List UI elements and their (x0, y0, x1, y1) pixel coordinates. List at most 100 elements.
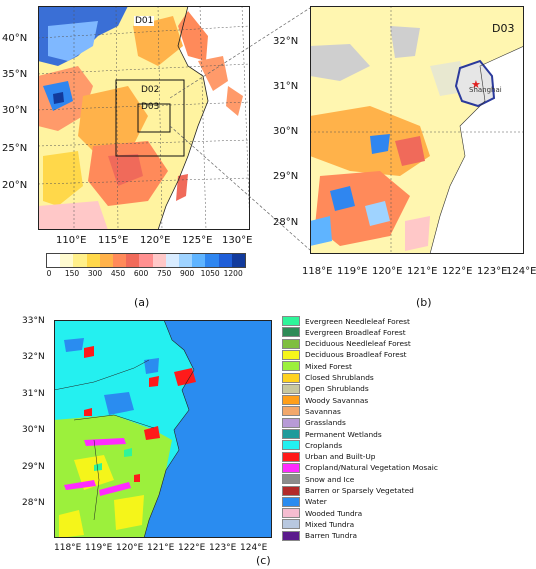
legend-swatch (282, 372, 300, 383)
colorbar (46, 253, 246, 268)
colorbar-label: 1050 (200, 269, 220, 278)
coastline (429, 45, 524, 254)
lon-label: 125°E (182, 235, 213, 246)
lat-label: 30°N (2, 105, 28, 116)
legend-label: Mixed Tundra (305, 519, 355, 529)
colorbar-swatch (73, 254, 88, 267)
domain-d02-box (115, 79, 185, 157)
lon-label: 118°E (54, 543, 82, 553)
colorbar-swatch (218, 254, 233, 267)
lon-label: 124°E (506, 266, 536, 277)
lat-label: 33°N (22, 316, 45, 326)
legend-swatch (282, 417, 300, 428)
lat-label: 28°N (273, 217, 299, 228)
panel-a: D01 D02 D03 40°N 35°N 30°N 25°N 20°N 110… (0, 0, 260, 310)
legend-item: Evergreen Broadleaf Forest (282, 327, 406, 338)
colorbar-label: 0 (46, 269, 52, 278)
legend-swatch (282, 429, 300, 439)
lon-label: 120°E (372, 266, 403, 277)
colorbar-label: 1200 (223, 269, 243, 278)
legend-item: Barren Tundra (282, 530, 357, 541)
lon-label: 124°E (240, 543, 268, 553)
landuse-legend: Evergreen Needleleaf Forest Evergreen Bro… (282, 316, 532, 542)
lat-label: 31°N (273, 81, 299, 92)
legend-label: Evergreen Needleleaf Forest (305, 316, 410, 326)
colorbar-swatch (179, 254, 193, 267)
colorbar-swatch (165, 254, 180, 267)
legend-item: Grasslands (282, 417, 346, 428)
colorbar-swatch (126, 254, 140, 267)
colorbar-label: 450 (110, 269, 126, 278)
legend-swatch (282, 508, 300, 519)
lat-label: 20°N (2, 180, 28, 191)
colorbar-label: 600 (133, 269, 149, 278)
lat-label: 40°N (2, 33, 28, 44)
caption-c: (c) (256, 554, 271, 567)
legend-item: Permanent Wetlands (282, 429, 382, 439)
zoom-connector (170, 7, 310, 251)
lat-label: 30°N (22, 425, 45, 435)
lon-label: 110°E (56, 235, 87, 246)
legend-item: Snow and Ice (282, 474, 355, 485)
legend-item: Barren or Sparsely Vegetated (282, 485, 414, 496)
legend-label: Barren Tundra (305, 531, 357, 541)
colorbar-swatch (192, 254, 206, 267)
legend-swatch (282, 462, 300, 473)
colorbar-label: 150 (64, 269, 80, 278)
legend-item: Mixed Tundra (282, 519, 355, 530)
colorbar-swatch (205, 254, 220, 267)
legend-item: Water (282, 496, 327, 507)
legend-label: Mixed Forest (305, 361, 352, 371)
domain-d03-box (137, 103, 171, 133)
legend-item: Evergreen Needleleaf Forest (282, 316, 410, 326)
colorbar-swatch (47, 254, 61, 267)
lon-label: 115°E (98, 235, 129, 246)
legend-swatch (282, 496, 300, 507)
lon-label: 120°E (116, 543, 144, 553)
legend-item: Cropland/Natural Vegetation Mosaic (282, 462, 438, 473)
legend-item: Urban and Built-Up (282, 451, 375, 462)
domain-label-d03-b: D03 (492, 22, 515, 35)
lat-label: 29°N (22, 462, 45, 472)
legend-item: Wooded Tundra (282, 508, 363, 519)
lat-label: 30°N (273, 126, 299, 137)
panel-a-map (38, 6, 250, 230)
legend-item: Woody Savannas (282, 395, 368, 406)
lon-label: 118°E (302, 266, 333, 277)
legend-label: Snow and Ice (305, 474, 355, 484)
shanghai-star: ★ (471, 78, 481, 91)
legend-swatch (282, 406, 300, 417)
legend-label: Open Shrublands (305, 384, 369, 394)
colorbar-swatch (113, 254, 127, 267)
lat-label: 32°N (22, 352, 45, 362)
lon-label: 122°E (178, 543, 206, 553)
panel-c-map (54, 320, 272, 538)
legend-label: Barren or Sparsely Vegetated (305, 486, 414, 495)
legend-label: Cropland/Natural Vegetation Mosaic (305, 463, 438, 473)
shanghai-label: Shanghai (469, 86, 502, 94)
colorbar-swatch (231, 254, 246, 267)
lat-label: 31°N (22, 389, 45, 399)
legend-item: Deciduous Broadleaf Forest (282, 349, 407, 360)
legend-swatch (282, 327, 300, 338)
legend-item: Croplands (282, 440, 343, 451)
legend-label: Deciduous Needleleaf Forest (305, 339, 411, 349)
lat-label: 29°N (273, 171, 299, 182)
legend-swatch (282, 395, 300, 406)
legend-label: Wooded Tundra (305, 508, 363, 518)
lat-label: 25°N (2, 143, 28, 154)
legend-item: Closed Shrublands (282, 372, 374, 383)
lat-label: 35°N (2, 69, 28, 80)
lon-label: 122°E (442, 266, 473, 277)
coastline (157, 6, 209, 230)
legend-label: Croplands (305, 440, 343, 450)
legend-swatch (282, 474, 300, 485)
domain-label-d01: D01 (134, 16, 155, 26)
legend-swatch (282, 440, 300, 451)
caption-b: (b) (416, 296, 432, 309)
caption-a: (a) (134, 296, 150, 309)
panel-b: ★ D03 Shanghai 32°N 31°N 30°N 29°N 28°N … (170, 0, 536, 310)
legend-swatch (282, 530, 300, 541)
legend-swatch (282, 383, 300, 394)
lat-label: 32°N (273, 36, 299, 47)
